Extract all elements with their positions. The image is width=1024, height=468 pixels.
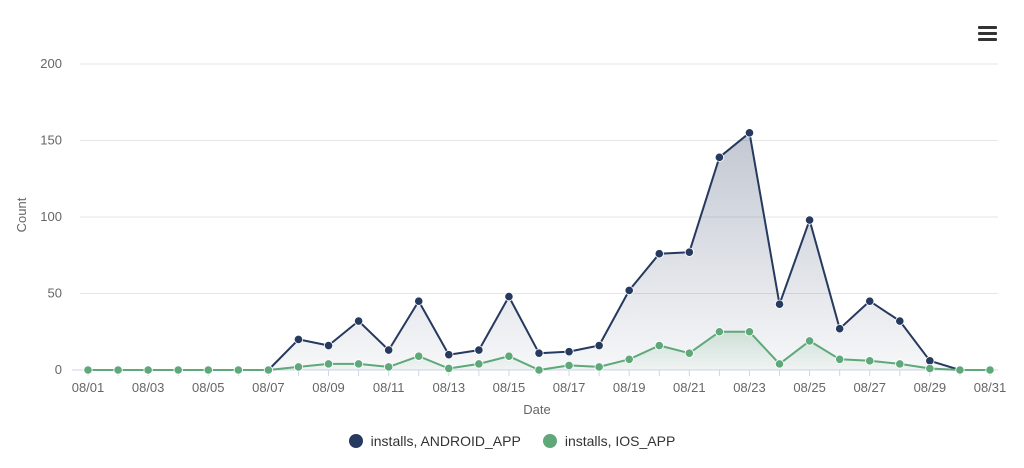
legend-item-ios[interactable]: installs, IOS_APP xyxy=(542,433,676,449)
data-point-ios xyxy=(233,365,243,375)
legend-marker-ios xyxy=(542,434,557,448)
data-point-ios xyxy=(414,351,424,361)
chart-legend: installs, ANDROID_APP installs, IOS_APP xyxy=(0,433,1024,449)
legend-item-android[interactable]: installs, ANDROID_APP xyxy=(348,433,521,449)
data-point-android xyxy=(804,215,815,225)
legend-label-android: installs, ANDROID_APP xyxy=(370,433,521,449)
y-tick-label: 100 xyxy=(40,209,62,224)
series-area-0 xyxy=(88,132,990,370)
legend-marker-android xyxy=(348,434,363,448)
data-point-ios xyxy=(534,365,544,375)
data-point-ios xyxy=(804,336,815,346)
y-tick-label: 200 xyxy=(40,56,62,71)
data-point-ios xyxy=(353,359,364,369)
data-point-ios xyxy=(474,359,484,369)
x-tick-label: 08/01 xyxy=(72,380,105,395)
x-tick-label: 08/19 xyxy=(613,380,646,395)
data-point-ios xyxy=(684,348,694,358)
chart-area: 0 50 100 150 200 08/01 08/03 08/05 08/07 08/09 08/… xyxy=(14,56,1007,417)
x-tick-label: 08/15 xyxy=(493,380,526,395)
data-point-android xyxy=(714,152,725,162)
data-point-ios xyxy=(744,327,755,337)
data-point-android xyxy=(594,340,604,351)
data-point-ios xyxy=(293,362,304,372)
data-point-ios xyxy=(263,365,273,375)
x-tick-label: 08/27 xyxy=(853,380,886,395)
x-tick-label: 08/03 xyxy=(132,380,165,395)
data-point-android xyxy=(414,296,424,306)
data-point-android xyxy=(744,128,755,138)
data-point-android xyxy=(624,285,634,296)
data-point-ios xyxy=(504,351,514,361)
data-point-ios xyxy=(323,359,334,369)
x-tick-label: 08/13 xyxy=(433,380,466,395)
data-point-android xyxy=(323,340,334,351)
data-point-android xyxy=(895,316,905,326)
y-tick-label: 0 xyxy=(55,362,62,377)
x-tick-label: 08/23 xyxy=(733,380,766,395)
data-point-ios xyxy=(654,340,664,351)
x-tick-label: 08/31 xyxy=(974,380,1007,395)
data-point-ios xyxy=(173,365,183,375)
data-point-android xyxy=(444,350,454,360)
x-tick-label: 08/11 xyxy=(373,380,405,395)
data-point-android xyxy=(293,334,304,344)
x-tick-label: 08/25 xyxy=(793,380,826,395)
hamburger-menu-icon-line xyxy=(978,32,997,35)
data-point-ios xyxy=(143,365,153,375)
data-point-android xyxy=(684,247,694,257)
y-axis-title: Count xyxy=(14,197,29,232)
x-tick-label: 08/07 xyxy=(252,380,285,395)
data-point-ios xyxy=(835,354,845,364)
y-tick-label: 150 xyxy=(40,133,62,148)
data-point-android xyxy=(384,345,394,355)
data-point-ios xyxy=(985,365,995,375)
data-point-ios xyxy=(564,360,574,371)
data-point-ios xyxy=(444,363,454,374)
data-point-ios xyxy=(774,359,785,369)
data-point-android xyxy=(654,249,664,259)
data-point-android xyxy=(534,348,544,358)
x-tick-label: 08/29 xyxy=(914,380,947,395)
data-point-ios xyxy=(113,365,123,375)
hamburger-menu-icon-line xyxy=(978,38,997,41)
data-point-ios xyxy=(624,354,634,364)
data-point-android xyxy=(835,324,845,334)
data-point-android xyxy=(564,347,574,357)
x-tick-label: 08/17 xyxy=(553,380,586,395)
data-point-ios xyxy=(203,365,213,375)
y-tick-label: 50 xyxy=(48,286,62,301)
data-point-ios xyxy=(594,362,604,372)
data-point-android xyxy=(353,316,364,326)
data-point-android xyxy=(474,345,484,355)
chart-menu-button[interactable] xyxy=(972,20,1002,48)
x-tick-label: 08/21 xyxy=(673,380,706,395)
data-point-ios xyxy=(955,365,965,375)
data-point-android xyxy=(925,356,935,366)
legend-label-ios: installs, IOS_APP xyxy=(564,433,676,449)
data-point-android xyxy=(504,291,514,302)
data-point-ios xyxy=(83,365,93,375)
data-point-android xyxy=(774,299,785,309)
data-point-ios xyxy=(925,363,935,374)
data-point-android xyxy=(865,296,875,306)
x-tick-label: 08/09 xyxy=(312,380,345,395)
data-point-ios xyxy=(714,327,725,337)
series-area-1 xyxy=(88,331,990,370)
data-point-ios xyxy=(865,356,875,366)
data-point-ios xyxy=(384,362,394,372)
x-axis-title: Date xyxy=(523,402,550,417)
data-point-ios xyxy=(895,359,905,369)
hamburger-menu-icon xyxy=(978,26,997,29)
x-tick-label: 08/05 xyxy=(192,380,225,395)
